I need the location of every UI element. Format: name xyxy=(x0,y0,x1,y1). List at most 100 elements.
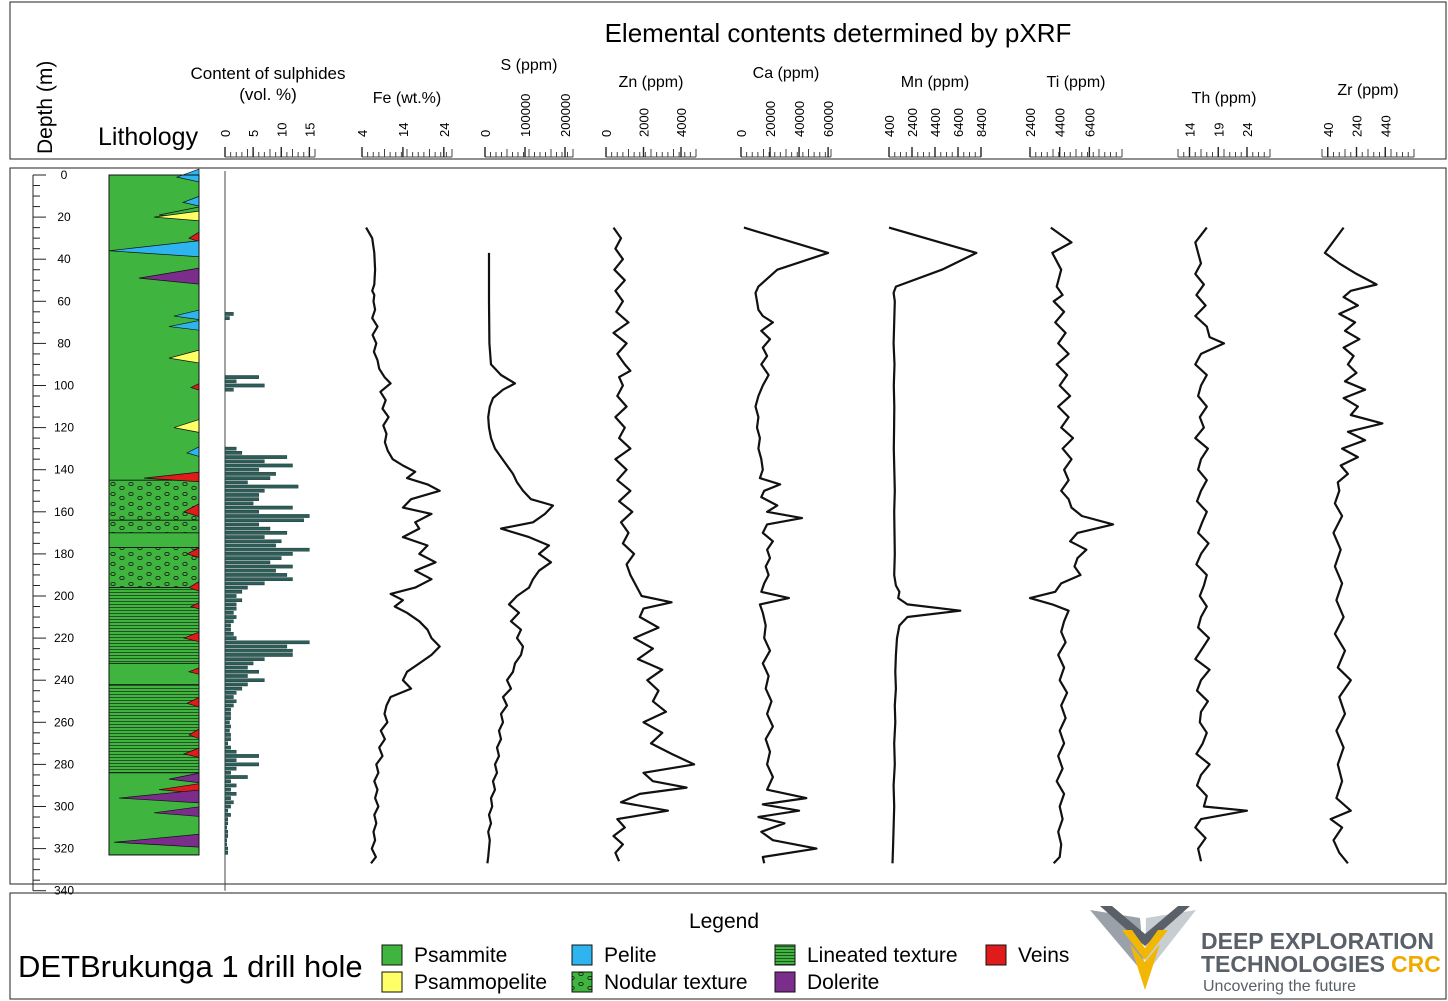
header-title: Elemental contents determined by pXRF xyxy=(605,18,1072,48)
element-tick-label: 0 xyxy=(734,130,749,137)
element-tick-label: 400 xyxy=(882,115,897,137)
profile-line xyxy=(612,226,696,862)
element-tick-label: 4 xyxy=(355,130,370,137)
sulphide-bar xyxy=(224,669,259,674)
sulphide-bar xyxy=(224,766,237,771)
element-title: Zr (ppm) xyxy=(1337,82,1398,99)
lithology-label: Lithology xyxy=(98,123,199,151)
sulphide-bar xyxy=(224,505,293,510)
depth-tick-label: 320 xyxy=(54,842,74,856)
sulphide-bar xyxy=(224,813,231,817)
sulphide-bar xyxy=(224,691,237,695)
depth-tick-label: 220 xyxy=(54,631,74,645)
sulphide-bar xyxy=(224,796,231,800)
element-tick-label: 2400 xyxy=(905,108,920,137)
sulphide-bar xyxy=(224,463,293,468)
sulphide-bar xyxy=(224,581,265,586)
depth-tick-label: 280 xyxy=(54,757,74,771)
depth-tick-label: 300 xyxy=(54,800,74,814)
sulphide-bar xyxy=(224,775,248,779)
sulphide-bar xyxy=(224,749,237,754)
sulphide-bar xyxy=(224,648,293,653)
sulphide-bar xyxy=(224,754,259,758)
sulphide-bar xyxy=(224,606,237,611)
depth-tick-label: 200 xyxy=(54,589,74,603)
sulphide-bar xyxy=(224,531,288,535)
element-title: Th (ppm) xyxy=(1192,90,1257,107)
sulphide-bar xyxy=(224,611,234,615)
sulphide-bar xyxy=(224,493,259,497)
element-tick-label: 40 xyxy=(1321,123,1336,137)
depth-tick-label: 340 xyxy=(54,884,74,898)
sulphide-bar xyxy=(224,556,282,560)
sulphide-bar xyxy=(224,644,288,649)
legend-label: Dolerite xyxy=(807,971,879,994)
element-tick-label: 100000 xyxy=(518,94,533,137)
sulphide-bar xyxy=(224,585,248,590)
depth-axis: 0 20 40 60 80 100 120 140 160 180 200 220 240 260 280 3… xyxy=(32,168,74,898)
sulphide-bar xyxy=(224,636,237,640)
plot-frame xyxy=(9,167,1447,885)
logo-line2: TECHNOLOGIES CRC xyxy=(1201,951,1441,977)
logo-tagline: Uncovering the future xyxy=(1203,978,1356,995)
sulphide-bar xyxy=(224,476,271,480)
sulphide-bar xyxy=(224,703,234,708)
profile-line xyxy=(743,226,830,864)
sulphide-bar xyxy=(224,387,234,392)
legend-swatch xyxy=(774,971,796,993)
sulphide-bar xyxy=(224,716,231,720)
element-tick-label: 14 xyxy=(1183,123,1198,137)
sulphide-bar xyxy=(224,632,234,636)
hole-name: DETBrukunga 1 drill hole xyxy=(18,949,363,984)
legend-swatch xyxy=(985,944,1007,966)
sulphide-bar xyxy=(224,758,237,762)
legend-swatch xyxy=(571,971,593,993)
sulphide-bar xyxy=(224,514,310,518)
element-tick-label: 24 xyxy=(437,123,452,137)
sulphide-bar xyxy=(224,653,293,657)
profile-line xyxy=(888,226,978,864)
sulphide-tick-label: 10 xyxy=(274,123,289,137)
sulphide-bar xyxy=(224,851,229,855)
sulphide-bar xyxy=(224,657,265,661)
column-headers: Content of sulphides (vol. %) 0 5 10 15 Fe (wt… xyxy=(191,57,1415,158)
element-tick-label: 4000 xyxy=(674,108,689,137)
sulphide-tick-label: 5 xyxy=(246,130,261,137)
sulphide-bar xyxy=(224,623,231,628)
depth-tick-label: 20 xyxy=(57,210,71,224)
sulphide-bar xyxy=(224,526,271,531)
sulphide-bar xyxy=(224,564,293,569)
profile-line xyxy=(1323,226,1384,864)
sulphide-bar xyxy=(224,728,230,733)
element-tick-label: 8400 xyxy=(974,108,989,137)
sulphide-bar xyxy=(224,589,243,594)
sulphide-bar xyxy=(224,695,234,699)
sulphide-title: Content of sulphides xyxy=(191,64,346,83)
sulphide-bar xyxy=(224,745,231,750)
element-tick-label: 200000 xyxy=(558,94,573,137)
legend-swatch xyxy=(571,944,593,966)
logo-crc: CRC xyxy=(1391,951,1441,977)
sulphide-bar xyxy=(224,459,265,464)
sulphide-bar xyxy=(224,829,229,834)
element-tick-label: 240 xyxy=(1350,115,1365,137)
element-tick-label: 60000 xyxy=(821,101,836,137)
sulphide-bar xyxy=(224,737,231,741)
sulphide-bar xyxy=(224,699,237,704)
sulphide-bar xyxy=(224,488,265,493)
sulphide-bar xyxy=(224,560,271,565)
sulphide-bar xyxy=(224,316,230,320)
depth-tick-label: 240 xyxy=(54,673,74,687)
legend-title: Legend xyxy=(689,910,759,933)
legend-label: Veins xyxy=(1018,944,1069,967)
sulphide-bar xyxy=(224,547,310,552)
sulphide-bar xyxy=(224,724,231,729)
sulphide-bar xyxy=(224,682,248,687)
element-tick-label: 40000 xyxy=(792,101,807,137)
profile-line xyxy=(1028,226,1115,865)
sulphide-bar xyxy=(224,472,276,476)
sulphide-tick-label: 15 xyxy=(302,123,317,137)
legend-label: Psammopelite xyxy=(414,971,547,994)
sulphide-bar xyxy=(224,674,248,678)
sulphide-bar xyxy=(224,539,282,544)
